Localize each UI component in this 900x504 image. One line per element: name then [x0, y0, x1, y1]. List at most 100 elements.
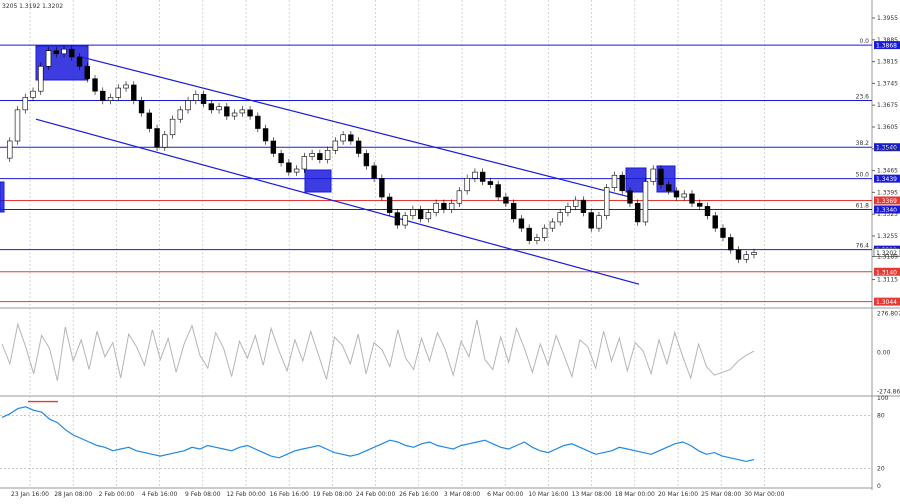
highlight-box [0, 181, 5, 213]
candle-body [503, 196, 509, 204]
candle-body [704, 206, 711, 217]
candle-body [200, 93, 207, 104]
candle-body [728, 237, 734, 251]
candle-body [572, 199, 579, 207]
candle-body [100, 90, 106, 101]
x-tick-label: 16 Feb 16:00 [270, 491, 310, 498]
candle-body [84, 65, 90, 80]
candle-body [635, 202, 641, 223]
level-tag [874, 267, 900, 276]
candle-body [107, 97, 114, 101]
candle-body [278, 153, 284, 164]
rsi-panel: 100 80 20 0 [0, 395, 889, 490]
candle-body [92, 78, 98, 92]
x-tick-label: 23 Jan 16:00 [11, 491, 49, 498]
candle-body [588, 212, 594, 229]
candle-body [448, 202, 455, 210]
candle-body [604, 187, 610, 217]
candle-body [231, 112, 238, 117]
candle-body [371, 165, 377, 179]
candle-body [146, 112, 152, 129]
fib-label: 38.2 [856, 140, 870, 147]
y-tick-label: 1.3395 [877, 189, 898, 196]
candle-body [619, 174, 625, 192]
candle-body [565, 206, 571, 213]
candle-body [580, 199, 587, 213]
candle-body [518, 218, 525, 229]
y-tick-label: 1.3675 [877, 102, 898, 109]
trend-channel [35, 56, 640, 285]
candle-body [115, 87, 121, 98]
x-tick-label: 25 Mar 08:00 [701, 491, 741, 498]
candle-body [138, 100, 145, 114]
candle-body [262, 128, 269, 142]
candle-body [208, 103, 215, 111]
candle-body [743, 254, 749, 260]
level-tag [874, 196, 900, 205]
fib-label: 61.8 [856, 202, 870, 209]
level-tag [874, 205, 900, 214]
candle-body [301, 156, 308, 170]
candle-body [596, 215, 602, 229]
channel-line [35, 118, 640, 285]
level-tag [874, 41, 900, 50]
candle-body [720, 227, 726, 238]
y-tick-label: 1.3605 [877, 124, 898, 131]
y-tick-label: 1.3115 [877, 277, 898, 284]
candle-body [425, 212, 432, 220]
x-tick-label: 18 Mar 00:00 [615, 491, 655, 498]
candle-body [510, 202, 517, 220]
fib-label: 0.0 [859, 38, 869, 45]
current-price-tag [873, 248, 900, 257]
channel-line [80, 56, 631, 198]
candle-body [7, 140, 13, 159]
candle-body [666, 184, 672, 192]
fib-label: 50.0 [856, 172, 870, 179]
x-tick-label: 30 Mar 00:00 [744, 491, 784, 498]
x-tick-label: 19 Feb 08:00 [313, 491, 353, 498]
candle-body [348, 134, 354, 142]
candle-body [410, 209, 416, 217]
highlight-box [625, 167, 647, 193]
cci-tick-label: -274.865 [877, 388, 900, 395]
highlight-box [304, 169, 332, 193]
y-tick-label: 1.3745 [877, 80, 898, 87]
candle-body [441, 202, 447, 210]
y-tick-label: 1.3255 [877, 233, 898, 240]
candle-body [379, 178, 385, 198]
level-tag-label: 1.3868 [876, 43, 897, 50]
candle-body [286, 162, 292, 173]
level-tag [874, 297, 900, 306]
candle-body [681, 193, 687, 198]
candle-body [363, 153, 370, 167]
candle-body [177, 109, 184, 120]
candle-body [123, 84, 129, 89]
axes: 23 Jan 16:00 28 Jan 08:00 2 Feb 00:00 4 Feb… [11, 15, 898, 498]
candle-body [324, 150, 331, 160]
candle-body [549, 221, 556, 229]
candle-body [53, 50, 59, 55]
candle-body [270, 140, 277, 154]
candle-body [386, 196, 393, 213]
candle-body [169, 118, 176, 136]
candle-body [239, 109, 246, 114]
highlight-boxes [0, 45, 676, 213]
rsi-tick-label: 20 [877, 465, 885, 472]
candle-body [433, 202, 439, 213]
candle-body [487, 181, 494, 185]
y-tick-label: 1.3189 [877, 253, 898, 260]
candle-body [69, 48, 75, 58]
x-tick-label: 2 Feb 00:00 [99, 491, 135, 498]
level-tag-label: 1.3540 [876, 145, 897, 152]
x-tick-label: 24 Feb 00:00 [356, 491, 396, 498]
candle-body [309, 153, 315, 157]
candle-body [61, 48, 67, 55]
ohlc-header: 3205 1.3192 1.3202 [2, 3, 63, 10]
candle-body [472, 171, 478, 179]
cci-tick-label: 276.8074 [877, 310, 900, 317]
candle-body [642, 181, 649, 223]
candle-body [293, 168, 300, 173]
candle-body [673, 190, 680, 198]
level-tag-label: 1.3439 [876, 176, 897, 183]
